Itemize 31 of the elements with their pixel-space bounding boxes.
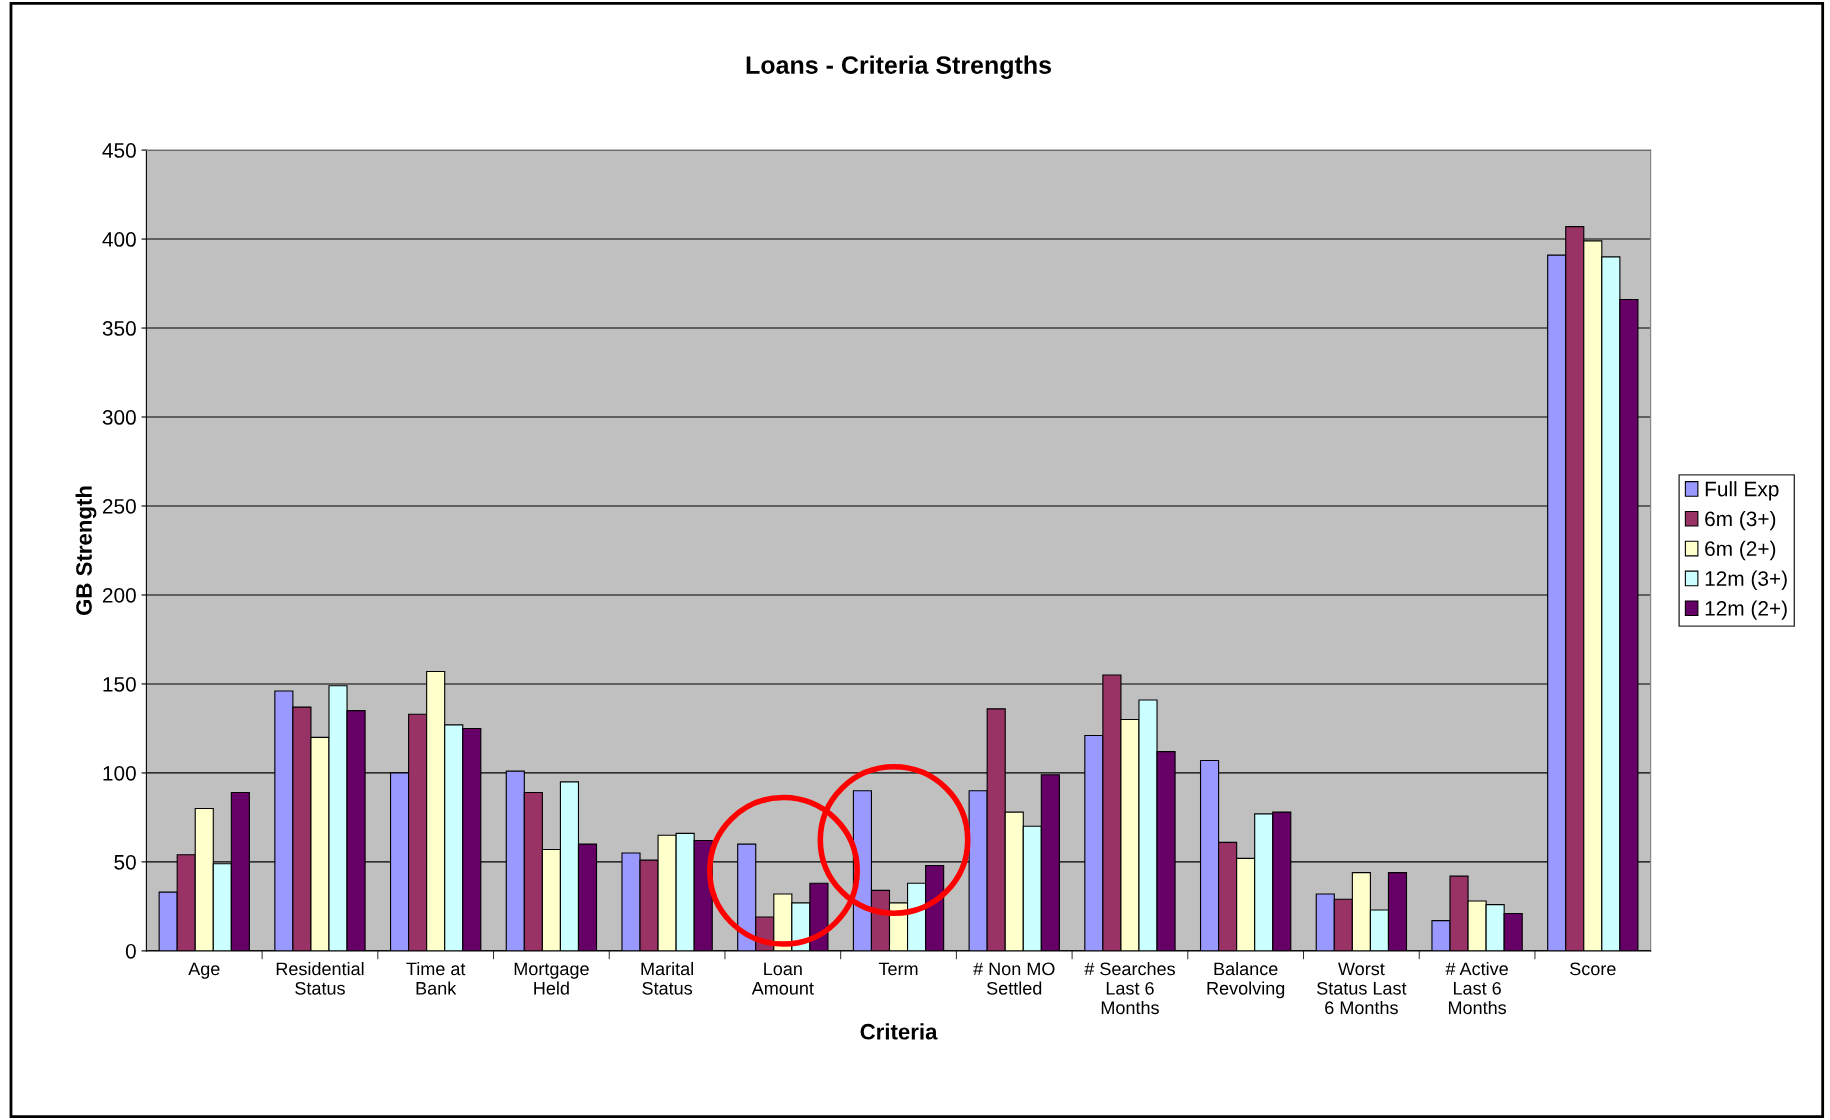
y-tick-label: 200 bbox=[102, 587, 136, 603]
legend-label: 6m (3+) bbox=[1705, 510, 1776, 531]
y-tick-label: 400 bbox=[102, 232, 136, 247]
x-tick-label: Loan Amount bbox=[751, 962, 814, 995]
x-tick-label: Worst Status Last 6 Months bbox=[1317, 962, 1407, 1015]
x-tick-label: # Active Last 6 Months bbox=[1445, 961, 1508, 1015]
x-axis-title: Criteria bbox=[860, 1023, 938, 1040]
y-tick-label: 0 bbox=[125, 943, 136, 959]
x-tick-label: Score bbox=[1570, 962, 1616, 976]
y-tick-label: 350 bbox=[102, 321, 136, 336]
x-tick-label: Balance Revolving bbox=[1207, 961, 1285, 999]
y-tick-label: 150 bbox=[103, 676, 136, 692]
x-tick-label: Mortgage Held bbox=[514, 962, 589, 995]
y-tick-label: 100 bbox=[103, 765, 136, 781]
x-tick-label: # Searches Last 6 Months bbox=[1084, 961, 1175, 1015]
y-tick-label: 450 bbox=[102, 143, 136, 158]
y-tick-label: 50 bbox=[114, 854, 136, 870]
legend-label: 12m (3+) bbox=[1705, 570, 1787, 591]
x-tick-label: Marital Status bbox=[641, 961, 693, 995]
x-tick-label: Age bbox=[188, 962, 220, 979]
legend-label: 6m (2+) bbox=[1705, 540, 1776, 561]
x-tick-label: Term bbox=[878, 962, 918, 976]
x-tick-label: Time at Bank bbox=[406, 961, 466, 995]
legend-label: Full Exp bbox=[1705, 481, 1779, 501]
x-tick-label: Residential Status bbox=[276, 961, 364, 995]
legend-label: 12m (2+) bbox=[1705, 600, 1787, 620]
y-tick-label: 300 bbox=[102, 410, 136, 425]
x-tick-label: # Non MO Settled bbox=[973, 962, 1055, 995]
chart-title: Loans - Criteria Strengths bbox=[746, 55, 1052, 79]
y-axis-title: GB Strength bbox=[75, 486, 97, 615]
y-tick-label: 250 bbox=[102, 498, 136, 514]
